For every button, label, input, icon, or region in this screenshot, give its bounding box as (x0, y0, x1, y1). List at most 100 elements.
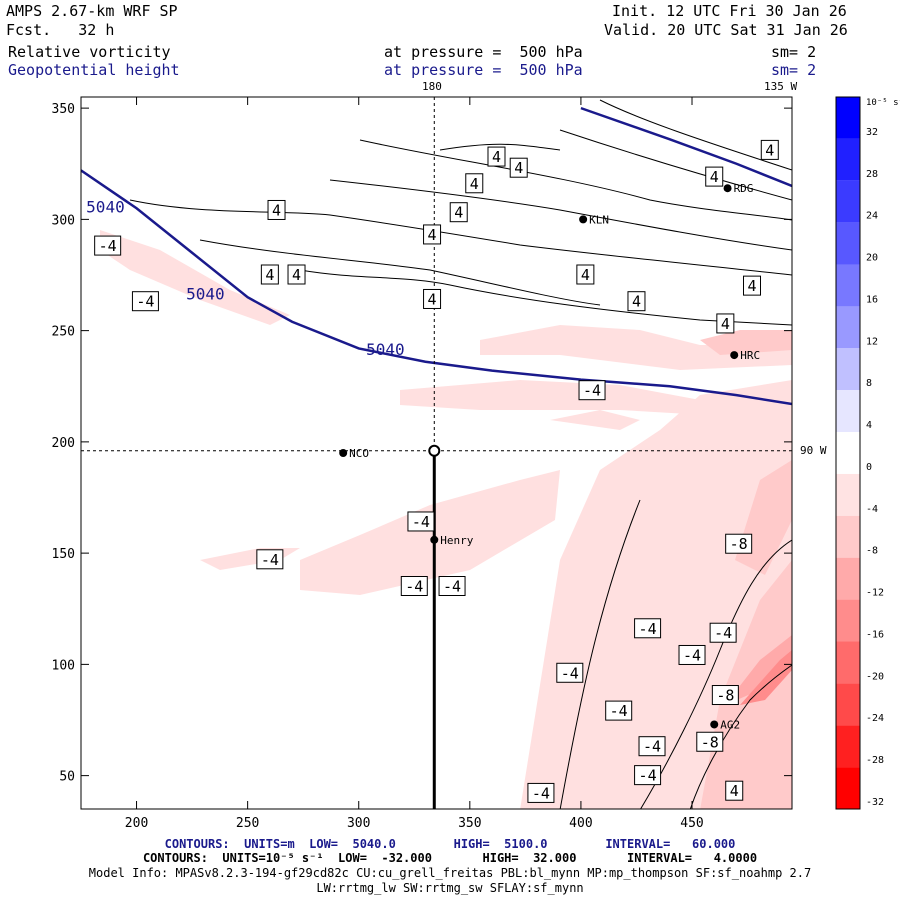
plot-frame (80, 96, 793, 810)
vorticity-label-box (267, 199, 286, 220)
vorticity-contour-label: -4 (683, 646, 701, 664)
station-dot (430, 535, 439, 544)
height-contours (81, 106, 792, 406)
neg-vorticity-region (700, 330, 792, 355)
vorticity-label-box (487, 146, 506, 167)
field-height: Geopotential height (8, 61, 180, 79)
vorticity-contour-label: -4 (412, 513, 430, 531)
colorbar-tick-label: 16 (866, 294, 878, 305)
x-tick-label: 350 (458, 816, 481, 831)
colorbar: 32 28 24 20 16 12 8 4 0 -4 -8 -12 -16 -20 -24 -28 -32 10⁻… (835, 96, 900, 810)
smoothing-2: sm= 2 (771, 61, 817, 79)
vorticity-contour-line (199, 239, 601, 306)
y-tick-label: 200 (52, 436, 75, 451)
lat-label-90w: 90 W (800, 444, 827, 457)
x-tick-label: 450 (680, 816, 703, 831)
vorticity-contour-label: -4 (639, 620, 657, 638)
vorticity-label-box (705, 166, 724, 187)
colorbar-tick-label: -24 (866, 713, 884, 724)
vorticity-contour-line (439, 143, 561, 151)
vorticity-contour-label: 4 (765, 141, 774, 159)
station-dot (579, 215, 588, 224)
footer-model-info: Model Info: MPASv8.2.3-194-gf29cd82c CU:… (88, 866, 812, 880)
vorticity-label-box (743, 275, 762, 296)
vorticity-contour-label: 4 (514, 159, 523, 177)
vorticity-label-box (634, 618, 662, 639)
colorbar-swatch (836, 432, 860, 474)
vorticity-label-box (696, 731, 724, 752)
vorticity-label-box (711, 685, 739, 706)
vorticity-contour-label: 4 (428, 226, 437, 244)
vorticity-contour-label: -4 (583, 382, 601, 400)
vorticity-contour-label: 4 (721, 315, 730, 333)
vorticity-contour-label: 4 (428, 290, 437, 308)
vorticity-label-box (556, 662, 584, 683)
neg-vorticity-region (480, 325, 792, 370)
neg-vorticity-region (200, 548, 300, 570)
colorbar-tick-label: 4 (866, 420, 872, 431)
x-axis: 200 250 300 350 400 450 (125, 97, 704, 831)
vorticity-contour-label: -4 (532, 784, 550, 802)
vorticity-contour-label: -4 (643, 738, 661, 756)
colorbar-tick-label: -4 (866, 504, 878, 515)
station-label: AG2 (720, 718, 740, 731)
station-label: HRC (740, 349, 760, 362)
vorticity-contour-line (599, 99, 792, 171)
station-label: KLN (589, 213, 609, 226)
x-tick-label: 200 (125, 816, 148, 831)
y-tick-label: 350 (52, 102, 75, 117)
colorbar-swatch (836, 222, 860, 265)
vorticity-contour-label: -4 (561, 664, 579, 682)
vorticity-contour-line (559, 129, 792, 201)
vorticity-label-box (638, 736, 666, 757)
vorticity-label-box (465, 173, 484, 194)
vorticity-contour-label: 4 (632, 293, 641, 311)
colorbar-swatch (836, 599, 860, 642)
colorbar-swatch (836, 306, 860, 349)
vorticity-contour-label: -4 (136, 293, 154, 311)
pressure-1: at pressure = 500 hPa (384, 43, 583, 61)
vorticity-contour-line (329, 179, 792, 251)
y-tick-label: 150 (52, 547, 75, 562)
vorticity-contour-label: 4 (710, 168, 719, 186)
colorbar-frame (835, 96, 861, 810)
station-dot (339, 449, 348, 457)
vorticity-contour-label: -4 (405, 578, 423, 596)
vorticity-contour-label: -4 (639, 767, 657, 785)
colorbar-tick-label: -32 (866, 797, 884, 808)
vorticity-label-box (407, 511, 435, 532)
x-tick-label: 250 (236, 816, 259, 831)
vorticity-contour-label: 4 (747, 277, 756, 295)
station-dot (723, 184, 732, 193)
vorticity-contour-label: 4 (581, 266, 590, 284)
vorticity-contour-label: -4 (99, 237, 117, 255)
vorticity-label-box (760, 139, 779, 160)
vorticity-contour-line (299, 269, 792, 326)
colorbar-unit: 10⁻⁵ s⁻¹ (866, 98, 900, 108)
station-label: NCO (349, 447, 369, 460)
colorbar-swatch (836, 180, 860, 223)
vorticity-label-box (605, 700, 633, 721)
vorticity-contours (129, 99, 792, 809)
vorticity-contour-label: -4 (443, 578, 461, 596)
neg-vorticity-region (550, 410, 640, 430)
colorbar-swatch (836, 767, 860, 809)
colorbar-swatch (836, 97, 860, 139)
colorbar-swatch (836, 138, 860, 181)
vorticity-contour-line (359, 139, 792, 221)
colorbar-tick-label: -20 (866, 671, 884, 682)
vorticity-label-box (94, 235, 122, 256)
model-title: AMPS 2.67-km WRF SP (6, 2, 178, 20)
colorbar-tick-label: -12 (866, 588, 884, 599)
vorticity-label-box (627, 291, 646, 312)
lon-label-180: 180 (422, 80, 442, 93)
height-contour-line (81, 169, 792, 406)
y-tick-label: 250 (52, 325, 75, 340)
station-dot (730, 351, 739, 360)
height-contour-label: 5040 (86, 198, 125, 217)
vorticity-label-box (578, 380, 606, 401)
vorticity-label-box (131, 291, 159, 312)
smoothing-1: sm= 2 (771, 43, 817, 61)
vorticity-label-box (576, 264, 595, 285)
neg-vorticity-region (740, 650, 792, 705)
